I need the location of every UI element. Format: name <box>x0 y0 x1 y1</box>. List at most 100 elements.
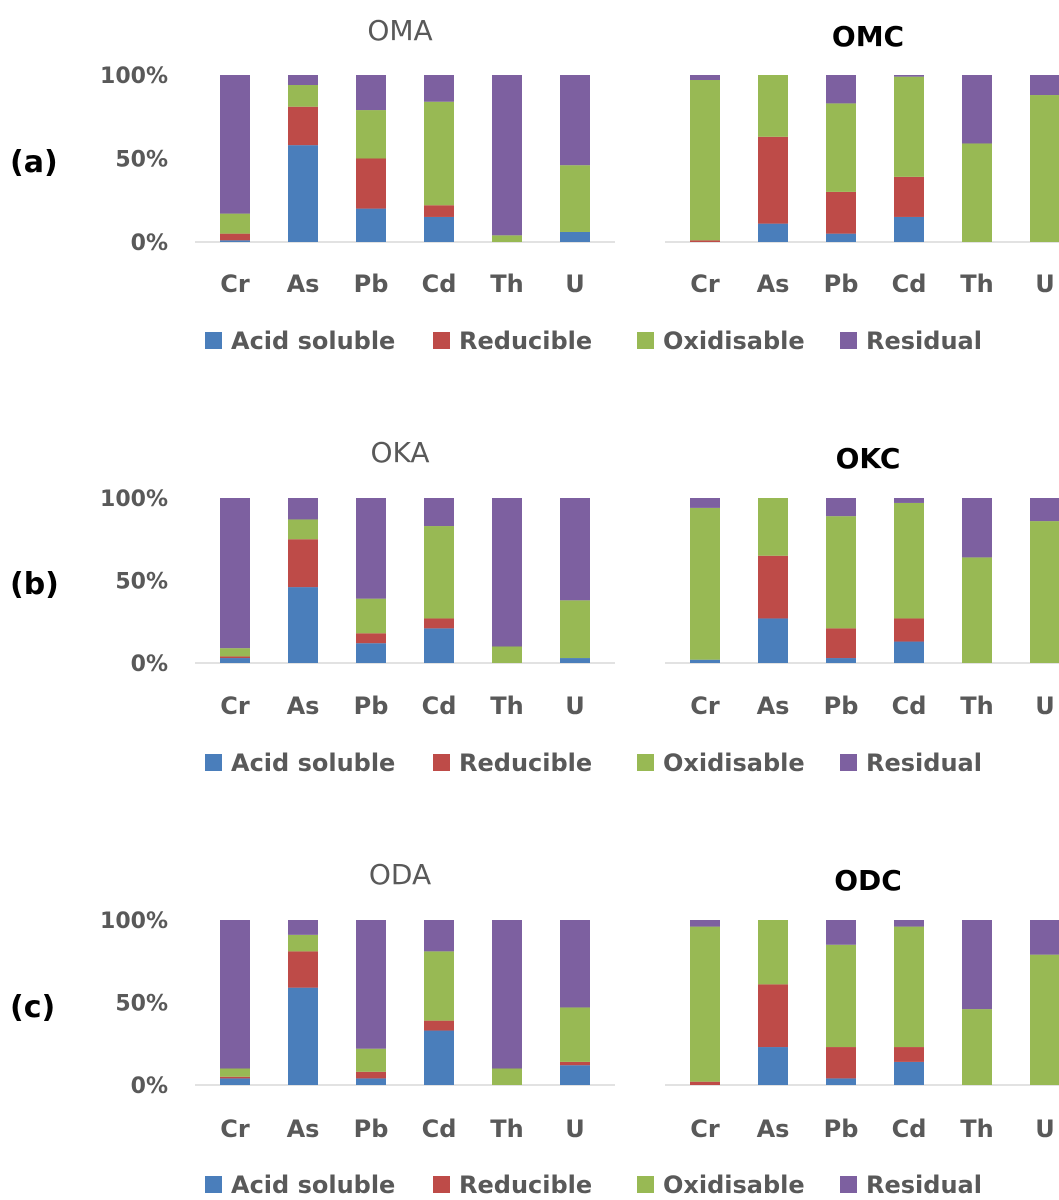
bar-segment-residual-cr <box>690 920 720 927</box>
bar-segment-oxidisable-as <box>758 498 788 556</box>
category-label-as: As <box>757 1115 790 1143</box>
category-label-pb: Pb <box>354 1115 389 1143</box>
category-label-cr: Cr <box>220 1115 250 1143</box>
category-label-cr: Cr <box>690 1115 720 1143</box>
legend-label-reducible: Reducible <box>459 749 592 777</box>
category-label-th: Th <box>960 692 993 720</box>
bar-segment-reducible-cd <box>424 1020 454 1031</box>
legend-label-residual: Residual <box>866 749 982 777</box>
bar-segment-oxidisable-th <box>962 557 992 663</box>
bar-segment-residual-pb <box>356 920 386 1049</box>
bar-segment-residual-pb <box>826 75 856 104</box>
bar-segment-oxidisable-u <box>1030 521 1059 663</box>
panel-c: (c) <box>10 990 55 1025</box>
category-label-th: Th <box>960 270 993 298</box>
bar-segment-residual-u <box>1030 498 1059 522</box>
bar-segment-acid-soluble-cd <box>424 216 454 242</box>
chart-title-odc: ODC <box>834 864 902 897</box>
bar-segment-acid-soluble-pb <box>826 658 856 663</box>
category-label-as: As <box>757 692 790 720</box>
legend-label-residual: Residual <box>866 1171 982 1199</box>
bar-segment-residual-th <box>962 75 992 144</box>
category-label-cd: Cd <box>422 270 457 298</box>
y-tick-label: 0% <box>131 231 168 256</box>
legend-swatch-reducible <box>433 1176 450 1193</box>
bar-segment-reducible-as <box>288 106 318 146</box>
bar-segment-reducible-pb <box>826 191 856 234</box>
bar-segment-reducible-cr <box>220 1076 250 1079</box>
category-label-as: As <box>287 270 320 298</box>
bar-segment-acid-soluble-u <box>560 658 590 663</box>
category-label-as: As <box>757 270 790 298</box>
chart-title-oma: OMA <box>367 14 432 47</box>
category-label-cd: Cd <box>422 1115 457 1143</box>
bar-segment-acid-soluble-as <box>288 587 318 663</box>
category-label-u: U <box>565 1115 585 1143</box>
bar-segment-oxidisable-cr <box>220 1068 250 1077</box>
bar-segment-oxidisable-u <box>560 600 590 659</box>
bar-segment-residual-cd <box>424 920 454 952</box>
legend-swatch-oxidisable <box>637 332 654 349</box>
y-tick-label: 100% <box>100 909 168 934</box>
bar-segment-residual-pb <box>826 498 856 517</box>
legend: Acid soluble Reducible Oxidisable Residual <box>205 1171 982 1199</box>
legend-swatch-reducible <box>433 332 450 349</box>
bar-segment-acid-soluble-cd <box>894 641 924 663</box>
chart-title-oka: OKA <box>370 436 429 469</box>
bar-segment-residual-u <box>1030 75 1059 96</box>
bar-segment-oxidisable-cd <box>894 76 924 177</box>
bar-segment-acid-soluble-cd <box>424 628 454 663</box>
category-label-cd: Cd <box>892 270 927 298</box>
bar-segment-oxidisable-pb <box>826 944 856 1048</box>
bar-segment-residual-cr <box>220 75 250 214</box>
y-tick-label: 100% <box>100 64 168 89</box>
bar-segment-residual-cd <box>424 498 454 527</box>
legend-swatch-acid-soluble <box>205 332 222 349</box>
bar-segment-reducible-as <box>758 555 788 619</box>
y-tick-label: 50% <box>115 992 168 1017</box>
bar-segment-oxidisable-cr <box>220 213 250 234</box>
bar-segment-residual-th <box>492 920 522 1069</box>
legend: Acid soluble Reducible Oxidisable Residual <box>205 327 982 355</box>
chart-oka: OKA 100% 50% 0% Cr As Pb Cd Th U Acid soluble Reduc… <box>100 436 982 777</box>
chart-title-oda: ODA <box>369 858 431 891</box>
category-label-cr: Cr <box>220 270 250 298</box>
bar-segment-reducible-pb <box>826 628 856 659</box>
bar-segment-oxidisable-cd <box>424 526 454 619</box>
bar-segment-oxidisable-cr <box>220 648 250 657</box>
bar-segment-residual-cr <box>690 498 720 508</box>
legend-label-reducible: Reducible <box>459 1171 592 1199</box>
bar-segment-acid-soluble-cr <box>220 658 250 663</box>
category-label-u: U <box>1035 692 1055 720</box>
y-tick-label: 50% <box>115 148 168 173</box>
bar-segment-residual-th <box>492 75 522 236</box>
category-label-pb: Pb <box>354 692 389 720</box>
legend-label-oxidisable: Oxidisable <box>663 1171 805 1199</box>
bar-segment-acid-soluble-cr <box>220 1078 250 1085</box>
bar-segment-residual-u <box>560 498 590 601</box>
bar-segment-oxidisable-cr <box>690 507 720 660</box>
bar-segment-acid-soluble-cr <box>690 659 720 663</box>
bar-segment-oxidisable-th <box>962 1009 992 1085</box>
chart-oda: ODA 100% 50% 0% Cr As Pb Cd Th U Acid soluble Reduc… <box>100 858 982 1199</box>
bar-segment-residual-cr <box>220 920 250 1069</box>
legend-swatch-residual <box>840 1176 857 1193</box>
bar-segment-oxidisable-cd <box>894 926 924 1048</box>
chart-title-okc: OKC <box>836 442 901 475</box>
category-label-pb: Pb <box>354 270 389 298</box>
legend-label-residual: Residual <box>866 327 982 355</box>
legend-label-reducible: Reducible <box>459 327 592 355</box>
bar-segment-acid-soluble-u <box>560 231 590 242</box>
chart-okc: OKC Cr As Pb Cd Th U <box>665 442 1059 720</box>
legend-swatch-residual <box>840 332 857 349</box>
bar-segment-reducible-as <box>288 951 318 988</box>
chart-title-omc: OMC <box>832 20 904 53</box>
panel-a: (a) <box>10 145 58 180</box>
category-label-cd: Cd <box>892 1115 927 1143</box>
bar-segment-residual-as <box>288 498 318 520</box>
bar-segment-acid-soluble-cr <box>220 240 250 242</box>
bar-segment-residual-cd <box>894 498 924 503</box>
bar-segment-oxidisable-u <box>560 1007 590 1062</box>
category-label-as: As <box>287 692 320 720</box>
bar-segment-residual-pb <box>826 920 856 945</box>
